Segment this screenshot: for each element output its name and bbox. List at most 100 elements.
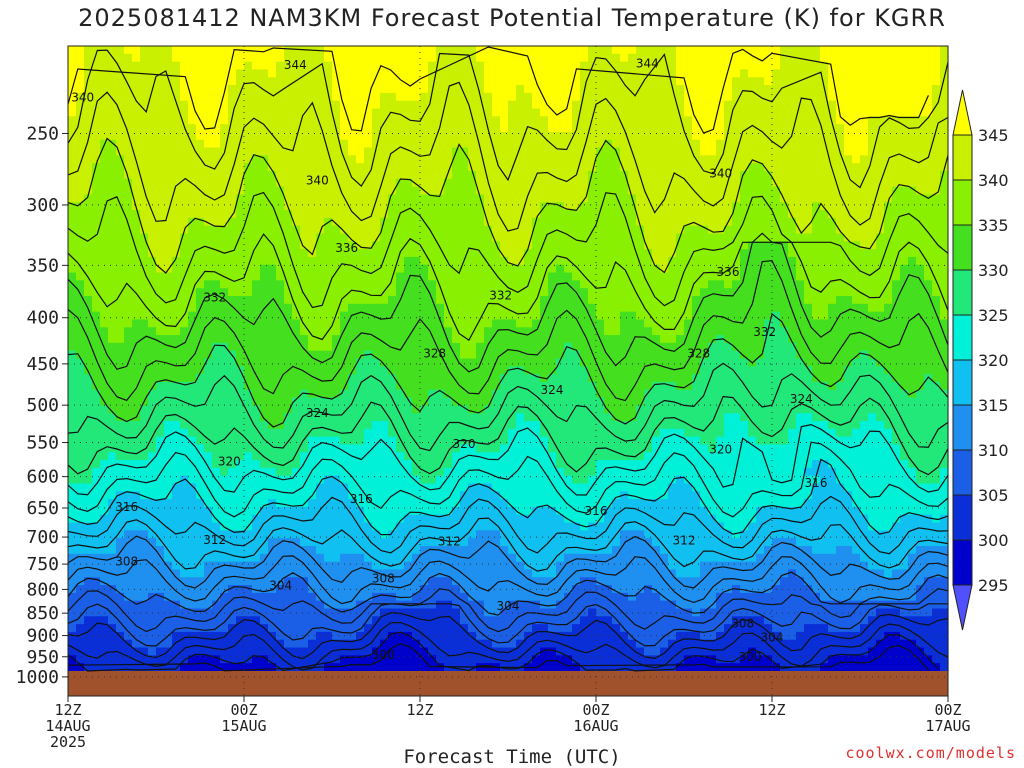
y-tick-label-1000: 1000 (16, 667, 59, 688)
x-axis-label: Forecast Time (UTC) (403, 746, 621, 768)
colorbar-label-320: 320 (978, 351, 1009, 370)
x-tick-label-12-2: 15AUG (221, 717, 266, 735)
y-tick-label-300: 300 (26, 195, 59, 216)
contour-label-12: 324 (306, 406, 329, 420)
contour-label-15: 320 (218, 454, 241, 468)
y-tick-label-700: 700 (26, 527, 59, 548)
x-tick-label-60-2: 17AUG (925, 717, 970, 735)
contour-label-7: 332 (203, 291, 226, 305)
contour-label-19: 316 (350, 492, 373, 506)
contour-label-2: 340 (71, 90, 94, 104)
contour-label-22: 312 (203, 533, 226, 547)
y-tick-label-550: 550 (26, 433, 59, 454)
y-tick-label-750: 750 (26, 554, 59, 575)
y-tick-label-950: 950 (26, 647, 59, 668)
contour-label-25: 308 (115, 554, 138, 568)
colorbar-box-335 (952, 179, 973, 226)
contour-label-11: 328 (687, 346, 710, 360)
contour-label-16: 320 (453, 437, 476, 451)
contour-label-32: 300 (739, 650, 762, 664)
contour-label-26: 308 (372, 571, 395, 585)
colorbar-label-345: 345 (978, 126, 1009, 145)
colorbar-box-320 (952, 314, 973, 361)
contour-label-13: 324 (541, 383, 564, 397)
x-tick-label-0-1: 12Z (54, 701, 81, 719)
x-tick-label-36-1: 00Z (582, 701, 609, 719)
colorbar-label-315: 315 (978, 396, 1009, 415)
isentrope-304 (67, 612, 949, 660)
isentrope-300 (67, 631, 939, 672)
colorbar-over-arrow (952, 89, 973, 136)
x-tick-label-12-1: 00Z (230, 701, 257, 719)
contour-label-18: 316 (115, 500, 138, 514)
x-tick-label-0-2: 14AUG (45, 717, 90, 735)
contour-label-24: 312 (673, 533, 696, 547)
x-tick-label-24-1: 12Z (406, 701, 433, 719)
isentrope-342 (67, 81, 949, 232)
contour-label-0: 344 (284, 58, 307, 72)
contour-label-3: 340 (306, 174, 329, 188)
colorbar-label-330: 330 (978, 261, 1009, 280)
isentrope-334 (67, 241, 949, 373)
isentrope-324 (67, 423, 949, 496)
isentrope-312 (67, 555, 949, 605)
isentrope-344 (67, 49, 949, 189)
contour-label-28: 304 (269, 578, 292, 592)
contour-label-17: 320 (709, 443, 732, 457)
x-tick-label-48-1: 12Z (758, 701, 785, 719)
plot-frame (67, 45, 949, 697)
isentrope-338 (67, 191, 949, 309)
isentrope-316 (67, 517, 949, 572)
contour-label-9: 332 (753, 325, 776, 339)
colorbar-label-325: 325 (978, 306, 1009, 325)
contour-label-14: 324 (790, 392, 813, 406)
colorbar-label-305: 305 (978, 486, 1009, 505)
isentrope-310 (67, 571, 949, 616)
isentrope-314 (67, 535, 949, 589)
isentrope-320 (67, 458, 949, 536)
colorbar-under-arrow (952, 584, 973, 631)
colorbar-box-340 (952, 134, 973, 181)
x-tick-label-36-2: 16AUG (573, 717, 618, 735)
colorbar-label-335: 335 (978, 216, 1009, 235)
isentrope-328 (67, 362, 949, 452)
isentrope-340 (67, 137, 949, 274)
contour-label-27: 308 (731, 617, 754, 631)
contour-label-8: 332 (489, 289, 512, 303)
contour-label-30: 304 (761, 631, 784, 645)
contour-label-6: 336 (717, 265, 740, 279)
site-credit: coolwx.com/models (845, 744, 1016, 762)
isentrope-298 (67, 642, 929, 672)
colorbar-box-310 (952, 404, 973, 451)
y-tick-label-350: 350 (26, 255, 59, 276)
isentrope-306 (67, 603, 948, 647)
colorbar-box-305 (952, 449, 973, 496)
colorbar-label-340: 340 (978, 171, 1009, 190)
contour-label-31: 300 (372, 648, 395, 662)
isentrope-318 (67, 495, 949, 555)
colorbar-box-300 (952, 494, 973, 541)
colorbar-label-295: 295 (978, 576, 1009, 595)
isentrope-346 (67, 46, 929, 134)
y-tick-label-450: 450 (26, 354, 59, 375)
isentrope-332 (67, 260, 949, 402)
colorbar-box-295 (952, 539, 973, 586)
colorbar-box-330 (952, 224, 973, 271)
ground-fill (68, 671, 948, 696)
isentrope-302 (67, 621, 949, 671)
isentrope-308 (67, 587, 949, 633)
isentrope-326 (67, 395, 949, 476)
y-tick-label-500: 500 (26, 395, 59, 416)
colorbar-box-315 (952, 359, 973, 406)
y-tick-label-600: 600 (26, 467, 59, 488)
y-tick-label-650: 650 (26, 498, 59, 519)
colorbar-label-300: 300 (978, 531, 1009, 550)
colorbar-label-310: 310 (978, 441, 1009, 460)
y-tick-label-850: 850 (26, 603, 59, 624)
contour-label-5: 336 (335, 241, 358, 255)
x-tick-label-0-3: 2025 (50, 733, 86, 751)
y-tick-label-400: 400 (26, 308, 59, 329)
colorbar-box-325 (952, 269, 973, 316)
contour-label-21: 316 (805, 476, 828, 490)
contour-label-1: 344 (636, 56, 659, 70)
